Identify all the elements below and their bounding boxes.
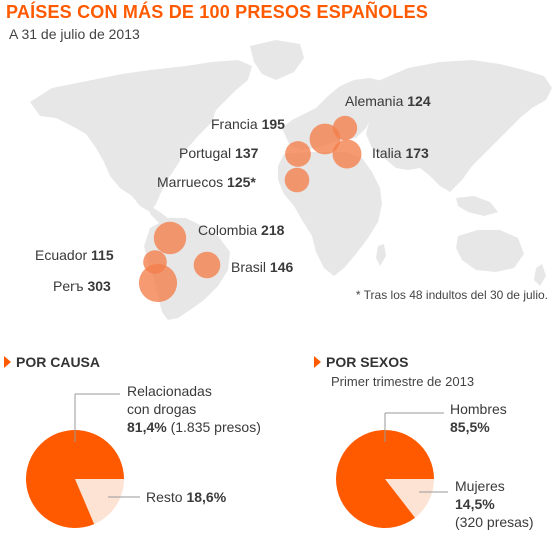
pct-row: 14,5% <box>455 495 534 513</box>
bubble-label-marruecos: Marruecos 125* <box>157 174 256 190</box>
pct-row: 85,5% <box>450 418 507 436</box>
land-asia <box>366 60 552 192</box>
pie-chart-causa <box>26 429 124 528</box>
label-text: Resto <box>146 489 183 505</box>
label-line3: 81,4% (1.835 presos) <box>127 418 261 436</box>
pct-value: 85,5% <box>450 419 490 435</box>
bubble-layer <box>138 115 362 303</box>
section-marker-icon <box>4 356 11 368</box>
bubble-label-brasil: Brasil 146 <box>231 259 293 275</box>
country-value: 218 <box>261 222 285 238</box>
country-value: 124 <box>407 93 431 109</box>
pie-slice-hombres <box>336 430 434 529</box>
country-name: Alemania <box>345 93 404 109</box>
page-title: PAÍSES CON MÁS DE 100 PRESOS ESPAÑOLES <box>6 2 429 22</box>
world-map <box>30 40 552 320</box>
land-greenland <box>250 40 304 80</box>
bubble-francia <box>309 123 341 155</box>
section-title-text: POR CAUSA <box>16 354 101 370</box>
label-text: Hombres <box>450 401 507 417</box>
bubble-label-francia: Francia 195 <box>211 116 285 132</box>
pie-label-mujeres: Mujeres 14,5% (320 presas) <box>455 477 534 531</box>
country-name: Italia <box>372 145 402 161</box>
pie-slice-relacionadas <box>26 429 124 528</box>
label-line2: con drogas <box>127 401 197 417</box>
country-name: Perъ <box>53 278 84 294</box>
country-value: 173 <box>405 145 429 161</box>
country-value: 195 <box>261 116 285 132</box>
country-name: Brasil <box>231 259 267 275</box>
pie-slice-resto <box>75 479 124 525</box>
country-name: Marruecos <box>157 174 224 190</box>
pie-slice-mujeres <box>385 479 434 518</box>
bubble-colombia <box>153 221 187 255</box>
map-footnote: * Tras los 48 indultos del 30 de julio. <box>355 288 548 302</box>
land-europe <box>282 78 392 150</box>
bubble-label-portugal: Portugal 137 <box>179 145 258 161</box>
bubble-perъ <box>138 263 178 303</box>
section-marker-icon <box>314 356 321 368</box>
pct-value: 81,4% <box>127 419 167 435</box>
section-title-text: POR SEXOS <box>326 354 409 370</box>
country-name: Portugal <box>179 145 232 161</box>
country-value: 125* <box>227 174 256 190</box>
country-name: Colombia <box>198 222 258 238</box>
label-text: Mujeres <box>455 478 505 494</box>
section-subtitle-sexos: Primer trimestre de 2013 <box>331 374 475 389</box>
bubble-brasil <box>193 251 221 279</box>
bubble-label-alemania: Alemania 124 <box>345 93 431 109</box>
country-value: 146 <box>269 259 294 275</box>
label-line1: Relacionadas <box>127 383 212 399</box>
bubble-portugal <box>285 141 311 167</box>
bubble-label-peru: Perъ 303 <box>53 278 111 294</box>
land-madagascar <box>376 244 386 266</box>
pie-chart-sexos <box>336 430 434 529</box>
country-value: 115 <box>91 247 114 263</box>
bubble-label-italia: Italia 173 <box>372 145 429 161</box>
pct-value: 14,5% <box>455 496 495 512</box>
land-southeast-asia <box>456 196 498 216</box>
country-name: Ecuador <box>35 247 88 263</box>
bubble-marruecos <box>284 167 310 193</box>
page-subtitle: A 31 de julio de 2013 <box>9 26 140 42</box>
land-australia <box>456 230 524 272</box>
detail-text: (1.835 presos) <box>170 419 261 435</box>
land-new-zealand <box>534 264 546 286</box>
bubble-italia <box>332 139 362 169</box>
country-value: 303 <box>87 278 111 294</box>
section-title-sexos: POR SEXOS <box>314 354 408 370</box>
bubble-label-colombia: Colombia 218 <box>198 222 284 238</box>
pct-value: 18,6% <box>186 489 227 505</box>
land-north-america <box>30 60 252 212</box>
country-name: Francia <box>211 116 258 132</box>
detail-text: (320 presas) <box>455 514 534 530</box>
country-value: 137 <box>235 145 259 161</box>
section-title-causa: POR CAUSA <box>4 354 100 370</box>
pie-label-drogas: Relacionadas con drogas 81,4% (1.835 pre… <box>127 382 261 436</box>
pie-label-resto: Resto 18,6% <box>146 488 226 506</box>
bubble-label-ecuador: Ecuador 115 <box>35 247 114 263</box>
pie-label-hombres: Hombres 85,5% <box>450 400 507 436</box>
